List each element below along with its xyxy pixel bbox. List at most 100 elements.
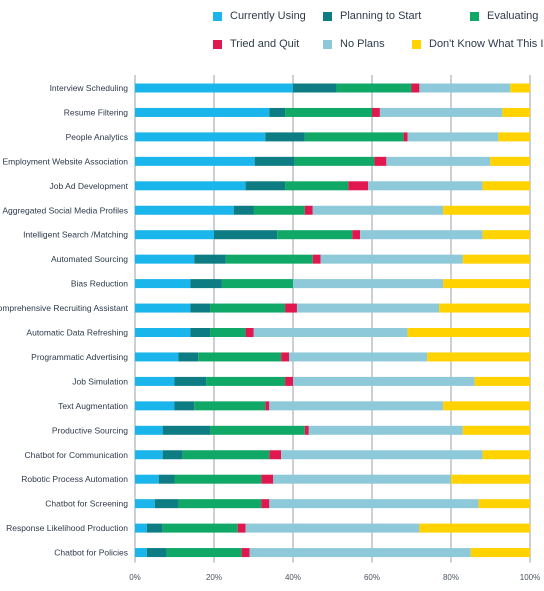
bar-segment	[407, 132, 499, 142]
legend-item: No Plans	[323, 38, 385, 50]
legend-item: Planning to Start	[323, 10, 421, 22]
bar-segment	[462, 425, 530, 435]
bar-segment	[135, 205, 234, 215]
bar-segment	[214, 230, 278, 240]
category-label: Chatbot for Policies	[54, 548, 128, 558]
legend-swatch	[213, 11, 222, 21]
bar-segment	[135, 499, 155, 509]
bar-segment	[451, 474, 530, 484]
bar-segment	[293, 279, 444, 289]
bar-segment	[368, 181, 483, 191]
category-label: Text Augmentation	[58, 401, 128, 411]
category-label: Chatbot for Screening	[45, 499, 128, 509]
x-tick-label: 60%	[364, 573, 380, 582]
bar-segment	[443, 401, 530, 411]
bar-segment	[407, 328, 530, 337]
bar-segment	[154, 499, 179, 509]
bar-segment	[403, 132, 408, 142]
bar-segment	[178, 352, 199, 362]
bar-segment	[482, 181, 530, 191]
bar-segment	[374, 156, 387, 166]
bar-segment	[470, 548, 530, 558]
category-label: Automatic Data Refreshing	[26, 328, 128, 338]
bar-segment	[135, 303, 191, 313]
bar-segment	[285, 181, 349, 191]
bar-segment	[174, 474, 262, 484]
bar-segment	[221, 279, 293, 289]
category-label: Comprehensive Recruiting Assistant	[0, 303, 129, 313]
bar-segment	[293, 376, 475, 386]
bar-segment	[360, 230, 483, 240]
bar-segment	[261, 499, 270, 509]
bar-segment	[443, 205, 530, 215]
bar-segment	[336, 83, 412, 93]
bar-segment	[372, 107, 380, 117]
category-label: Response Likelihood Production	[6, 523, 128, 533]
bar-segment	[210, 328, 246, 337]
x-tick-label: 0%	[129, 573, 141, 582]
bar-segment	[245, 523, 420, 533]
bar-segment	[135, 450, 163, 460]
bar-segment	[482, 450, 530, 460]
bar-segment	[135, 83, 293, 93]
bar-segment	[281, 352, 290, 362]
legend-swatch	[412, 39, 421, 49]
bar-segment	[312, 254, 321, 264]
bar-segment	[498, 132, 530, 142]
bar-segment	[190, 328, 211, 337]
bar-segment	[312, 205, 444, 215]
bar-segment	[490, 156, 530, 166]
bar-segment	[419, 83, 511, 93]
bar-segment	[348, 181, 369, 191]
bar-segment	[135, 107, 270, 117]
bar-segment	[269, 401, 444, 411]
category-label: Resume Filtering	[64, 107, 129, 117]
bar-segment	[210, 425, 305, 435]
bar-segment	[379, 107, 503, 117]
x-tick-label: 80%	[443, 573, 459, 582]
legend-label: Tried and Quit	[230, 38, 300, 50]
bar-segment	[190, 279, 222, 289]
bar-segment	[135, 279, 191, 289]
category-label: Interview Scheduling	[50, 83, 129, 93]
bar-segment	[269, 499, 479, 509]
category-label: Programmatic Advertising	[31, 352, 128, 362]
bar-segment	[135, 474, 159, 484]
category-label: Productive Sourcing	[52, 425, 128, 435]
bar-segment	[135, 132, 266, 142]
legend-item: Currently Using	[213, 10, 306, 22]
bar-segment	[462, 254, 530, 264]
bar-segment	[162, 425, 211, 435]
bar-segment	[411, 83, 420, 93]
bar-segment	[237, 523, 246, 533]
bar-segment	[210, 303, 286, 313]
category-label: Job Simulation	[72, 376, 128, 386]
bar-segment	[198, 352, 282, 362]
bar-segment	[245, 181, 286, 191]
x-tick-label: 100%	[520, 573, 540, 582]
legend-item: Evaluating	[470, 10, 538, 22]
legend-label: Evaluating	[487, 10, 539, 22]
bar-segment	[135, 254, 195, 264]
bar-segment	[277, 230, 353, 240]
bar-segment	[135, 425, 163, 435]
bar-segment	[135, 230, 214, 240]
bar-segment	[174, 376, 207, 386]
bar-segment	[241, 548, 250, 558]
bar-segment	[162, 450, 183, 460]
category-label: Intelligent Search /Matching	[23, 230, 128, 240]
bar-segment	[135, 328, 191, 337]
legend-swatch	[213, 39, 222, 49]
category-label: Job Ad Development	[50, 181, 129, 191]
legend-label: Don't Know What This Is	[429, 38, 544, 50]
bar-segment	[190, 303, 211, 313]
bar-segment	[320, 254, 463, 264]
bar-segment	[510, 83, 530, 93]
bar-segment	[419, 523, 530, 533]
bar-segment	[178, 499, 262, 509]
category-label: Employment Website Association	[2, 156, 128, 166]
legend-label: No Plans	[340, 38, 385, 50]
category-label: Chatbot for Communication	[25, 450, 129, 460]
bar-segment	[135, 523, 147, 533]
bar-segment	[135, 156, 255, 166]
